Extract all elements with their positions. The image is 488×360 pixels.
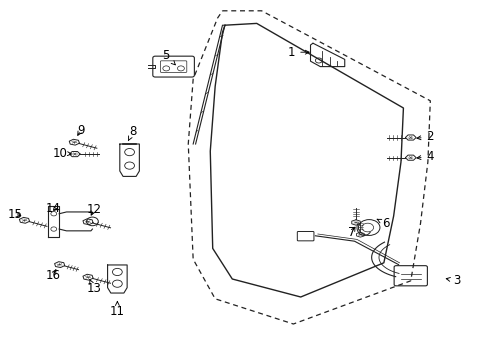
Text: 11: 11: [110, 302, 124, 318]
Text: 4: 4: [416, 150, 433, 163]
Text: 12: 12: [86, 203, 101, 216]
Text: 5: 5: [162, 49, 175, 65]
Text: 8: 8: [128, 125, 137, 141]
Text: 2: 2: [416, 130, 433, 143]
Text: 6: 6: [376, 217, 389, 230]
Text: 7: 7: [347, 226, 355, 239]
Text: 3: 3: [446, 274, 460, 287]
Text: 13: 13: [86, 279, 101, 295]
Text: 14: 14: [45, 202, 60, 215]
Text: 10: 10: [52, 147, 71, 159]
Text: 16: 16: [45, 269, 60, 282]
Text: 9: 9: [77, 124, 84, 137]
Text: 15: 15: [7, 208, 22, 221]
Text: 1: 1: [287, 46, 308, 59]
